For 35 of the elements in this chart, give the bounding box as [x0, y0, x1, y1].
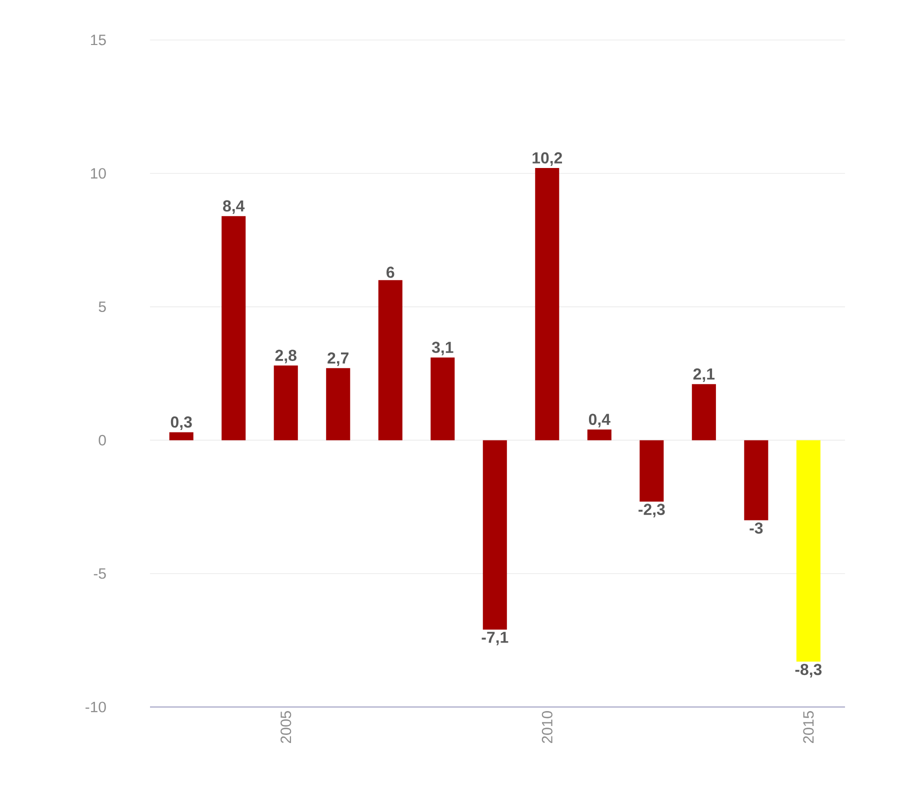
- data-label: 8,4: [223, 200, 245, 214]
- bar: [274, 365, 298, 440]
- bar: [744, 440, 768, 520]
- data-label: -2,3: [638, 504, 665, 518]
- bar: [640, 440, 664, 502]
- data-label: -3: [750, 522, 763, 534]
- data-label: 3,1: [432, 342, 454, 356]
- bar: [482, 440, 507, 630]
- data-label: 0,3: [170, 416, 192, 430]
- x-tick-label: 2010: [542, 711, 552, 744]
- bar: [692, 384, 716, 440]
- data-label: 2,7: [328, 352, 348, 366]
- bar: [169, 432, 194, 440]
- y-tick-label: 5: [98, 302, 106, 312]
- x-tick-label: 2015: [803, 711, 814, 744]
- bar: [587, 430, 612, 440]
- y-tick-label: 15: [91, 34, 106, 46]
- bar: [796, 440, 820, 662]
- data-label: 2,1: [693, 368, 715, 382]
- data-label: 10,2: [532, 152, 562, 166]
- data-label: -8,3: [795, 664, 822, 678]
- y-tick-label: -5: [94, 568, 106, 579]
- data-label: 0,4: [588, 414, 610, 428]
- data-label: 6: [386, 266, 394, 278]
- bar: [535, 168, 560, 440]
- y-tick-label: -10: [86, 702, 106, 712]
- bar: [326, 368, 350, 440]
- bar: [430, 357, 455, 440]
- bar: [222, 216, 246, 440]
- data-label: -7,1: [482, 632, 508, 646]
- y-tick-label: 10: [91, 168, 106, 179]
- x-tick-label: 2005: [280, 711, 292, 744]
- bar: [378, 280, 402, 440]
- data-label: 2,8: [275, 350, 296, 364]
- y-tick-label: 0: [98, 434, 106, 446]
